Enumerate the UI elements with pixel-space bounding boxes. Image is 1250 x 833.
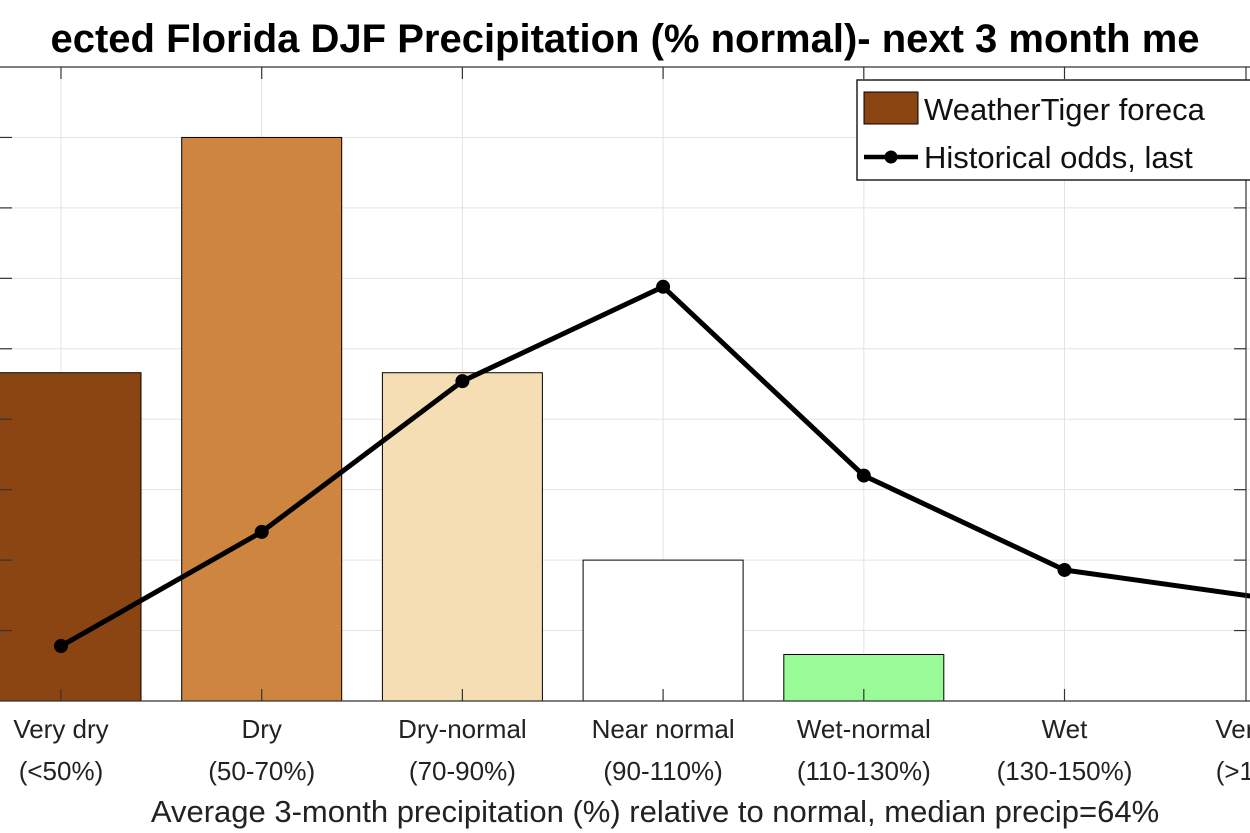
x-tick-labels: Very dry (<50%) Dry (50-70%) Dry-normal (70-9…: [13, 714, 1250, 786]
x-tick-label: Very dry: [13, 714, 108, 744]
legend-bar-swatch: [863, 91, 919, 125]
historical-point-very-dry: [54, 639, 68, 654]
bar-series: [0, 136, 945, 702]
x-tick-label: Wet-normal: [797, 714, 931, 744]
historical-point-dry-normal: [455, 374, 470, 389]
bar-dry: [181, 136, 343, 702]
x-tick-range: (>150%): [1216, 756, 1250, 786]
x-tick-label: Wet: [1042, 714, 1089, 744]
historical-point-near-normal: [656, 279, 671, 294]
x-tick-range: (90-110%): [603, 756, 722, 786]
x-tick-range: (110-130%): [797, 756, 931, 786]
legend-label-historical: Historical odds, last: [924, 140, 1193, 175]
x-tick-label: Dry: [241, 714, 281, 744]
historical-point-dry: [254, 524, 269, 539]
x-tick-label: Very wet: [1215, 714, 1250, 744]
x-tick-range: (70-90%): [409, 756, 516, 786]
bar-very-dry: [0, 372, 142, 702]
bar-dry-normal: [381, 372, 543, 702]
axes: [0, 66, 1250, 702]
x-tick-label: Near normal: [592, 714, 735, 744]
legend-box: [856, 79, 1250, 181]
chart-title: ected Florida DJF Precipitation (% norma…: [50, 17, 1199, 61]
legend: WeatherTiger foreca Historical odds, las…: [856, 79, 1250, 181]
x-tick-range: (50-70%): [208, 756, 315, 786]
legend-line-marker: [884, 150, 898, 164]
line-series: [54, 279, 1250, 654]
bar-near-normal: [582, 559, 744, 702]
x-tick-range: (130-150%): [997, 756, 1133, 786]
x-axis-label: Average 3-month precipitation (%) relati…: [151, 794, 1159, 829]
x-tick-label: Dry-normal: [398, 714, 527, 744]
legend-label-forecast: WeatherTiger foreca: [924, 92, 1206, 127]
historical-point-wet-normal: [856, 468, 871, 483]
historical-point-wet: [1057, 562, 1072, 577]
x-tick-range: (<50%): [19, 756, 104, 786]
